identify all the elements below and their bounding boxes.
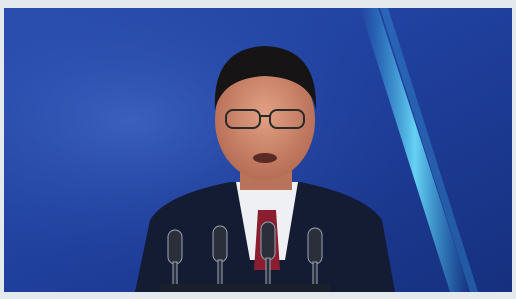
photo: [4, 8, 512, 292]
photo-frame: [0, 0, 516, 299]
microphone: [261, 222, 275, 260]
podium: [160, 284, 330, 292]
microphone: [168, 230, 182, 264]
page: [0, 0, 516, 299]
microphone: [213, 226, 227, 262]
mouth: [253, 153, 277, 163]
microphone: [308, 228, 322, 264]
